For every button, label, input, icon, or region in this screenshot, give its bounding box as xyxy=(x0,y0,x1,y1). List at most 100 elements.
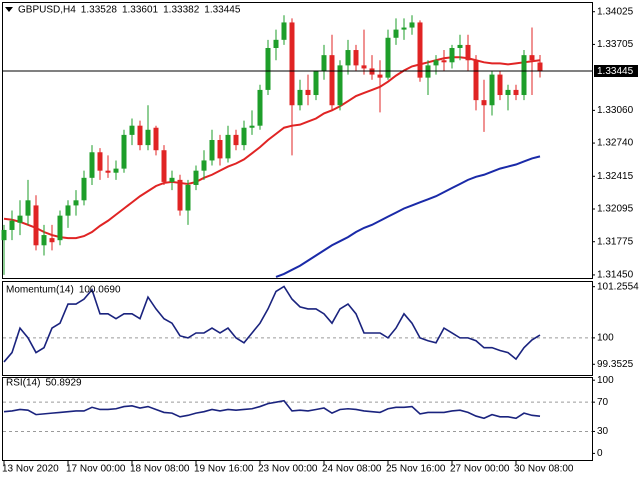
candle-body xyxy=(177,179,183,211)
candle-body xyxy=(25,200,31,216)
candle-body xyxy=(169,177,175,182)
candle-body xyxy=(321,55,327,71)
candle-body xyxy=(105,170,111,173)
candle-body xyxy=(81,177,87,201)
indicator-value: 50.8929 xyxy=(45,378,82,389)
candle-body xyxy=(417,22,423,78)
header-high: 1.33601 xyxy=(122,5,159,16)
candle-body xyxy=(217,140,223,159)
candle-body xyxy=(393,29,399,38)
rsi-panel-frame xyxy=(2,377,593,461)
indicator-value: 100.0690 xyxy=(79,285,121,296)
candle-body xyxy=(505,89,511,96)
x-tick-label: 25 Nov 16:00 xyxy=(386,464,446,475)
price-label: 1.33445 xyxy=(597,66,634,77)
candle-body xyxy=(345,50,351,66)
candle-body xyxy=(201,160,207,171)
x-tick-label: 27 Nov 00:00 xyxy=(450,464,510,475)
candle-body xyxy=(441,60,447,63)
candle-body xyxy=(185,184,191,211)
indicator-title: Momentum(14) xyxy=(6,285,74,296)
candle-body xyxy=(529,55,535,61)
y-tick-label: 100 xyxy=(597,333,614,344)
candle-body xyxy=(273,39,279,48)
candle-body xyxy=(433,60,439,66)
candle-body xyxy=(89,152,95,178)
x-tick-label: 23 Nov 00:00 xyxy=(258,464,318,475)
candle-body xyxy=(313,70,319,96)
price-panel-frame xyxy=(2,2,593,279)
candle-body xyxy=(129,125,135,135)
candle-body xyxy=(233,134,239,146)
candle-body xyxy=(137,125,143,146)
y-tick-label: 1.33705 xyxy=(597,39,634,50)
header-close: 1.33445 xyxy=(204,5,241,16)
candle-body xyxy=(377,74,383,78)
candle-body xyxy=(297,89,303,106)
candle-body xyxy=(425,65,431,78)
candle-body xyxy=(385,37,391,78)
header-open: 1.33528 xyxy=(81,5,118,16)
candle-body xyxy=(305,89,311,96)
candle-body xyxy=(73,200,79,206)
y-tick-label: 1.32740 xyxy=(597,138,634,149)
candle-body xyxy=(249,125,255,128)
candle-body xyxy=(57,215,63,241)
candle-body xyxy=(401,27,407,30)
header-low: 1.33382 xyxy=(163,5,200,16)
candle-body xyxy=(17,215,23,223)
candle-body xyxy=(265,48,271,90)
candle-body xyxy=(97,152,103,171)
candle-body xyxy=(465,44,471,61)
candle-body xyxy=(65,205,71,216)
candle-body xyxy=(225,134,231,159)
candle-body xyxy=(41,235,47,246)
candle-body xyxy=(1,229,7,241)
y-tick-label: 99.3525 xyxy=(597,359,634,370)
indicator-line xyxy=(3,399,541,420)
indicator-line xyxy=(3,285,541,363)
y-tick-label: 1.33060 xyxy=(597,105,634,116)
candle-body xyxy=(257,89,263,126)
candle-body xyxy=(153,127,159,151)
y-tick-label: 70 xyxy=(597,397,609,408)
moving-average xyxy=(275,155,541,278)
y-tick-label: 1.31775 xyxy=(597,236,634,247)
candle-body xyxy=(337,65,343,106)
candle-body xyxy=(513,89,519,96)
candle-body xyxy=(9,220,15,230)
indicator-title: RSI(14) xyxy=(6,378,40,389)
candle-body xyxy=(209,140,215,161)
candle-body xyxy=(481,100,487,106)
x-tick-label: 19 Nov 16:00 xyxy=(194,464,254,475)
candle-body xyxy=(473,60,479,101)
y-tick-label: 1.34025 xyxy=(597,6,634,17)
x-tick-label: 30 Nov 08:00 xyxy=(514,464,574,475)
candle-body xyxy=(49,238,55,243)
candle-body xyxy=(521,55,527,96)
candle-body xyxy=(537,62,543,71)
price-label-bg xyxy=(594,65,638,77)
candle-body xyxy=(409,22,415,28)
collapse-arrow[interactable] xyxy=(5,7,13,12)
candle-body xyxy=(353,50,359,66)
y-tick-label: 0 xyxy=(597,448,603,459)
x-tick-label: 18 Nov 08:00 xyxy=(130,464,190,475)
candle-body xyxy=(281,22,287,40)
candle-body xyxy=(449,48,455,63)
candle-body xyxy=(121,134,127,169)
candle-body xyxy=(33,205,39,246)
momentum-panel-frame xyxy=(2,281,593,376)
candle-body xyxy=(457,44,463,48)
candle-body xyxy=(193,170,199,185)
x-tick-label: 13 Nov 2020 xyxy=(2,464,59,475)
x-tick-label: 24 Nov 08:00 xyxy=(322,464,382,475)
candle-body xyxy=(361,65,367,69)
candle-body xyxy=(497,74,503,96)
y-tick-label: 30 xyxy=(597,426,609,437)
candle-body xyxy=(145,129,151,146)
y-tick-label: 1.32095 xyxy=(597,204,634,215)
y-tick-label: 101.2554 xyxy=(597,281,639,292)
